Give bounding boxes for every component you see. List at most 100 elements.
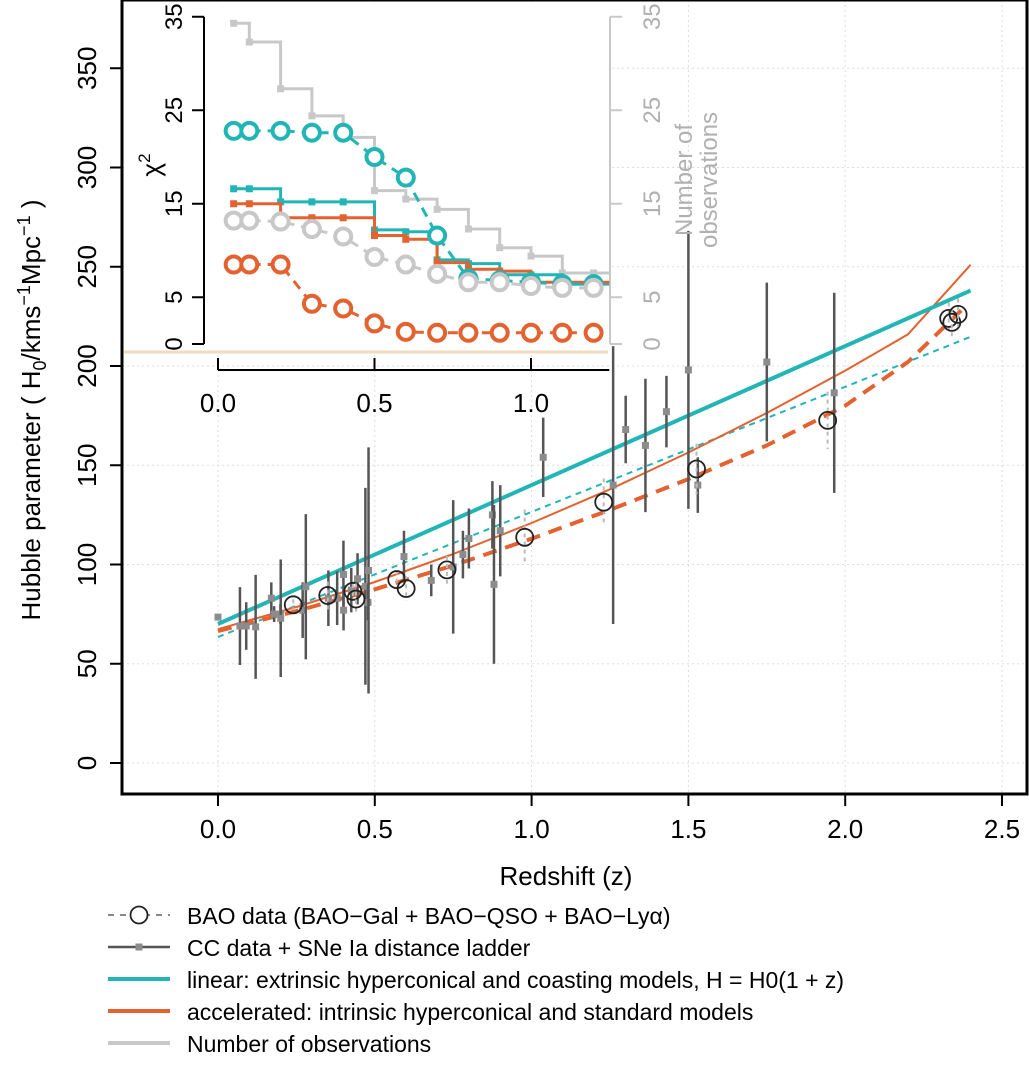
- cc-data-point: [449, 563, 457, 571]
- main-plot-frame: [120, 0, 1029, 796]
- inset-circle-marker: [223, 254, 244, 275]
- inset-step-marker: [558, 269, 566, 277]
- y-tick-label: 250: [72, 245, 102, 288]
- inset-circle-marker: [583, 277, 604, 298]
- inset-x-tick-label: 0.0: [200, 388, 236, 418]
- y-axis-title-sup2: −1: [14, 215, 34, 236]
- inset-right-tick-label: 0: [639, 337, 666, 350]
- inset-x-tick-label: 1.0: [513, 388, 549, 418]
- cc-data-point: [277, 614, 285, 622]
- cc-data-point: [694, 481, 702, 489]
- inset-step-marker: [245, 185, 253, 193]
- inset-circle-marker: [395, 167, 416, 188]
- inset-circle-marker: [583, 322, 604, 343]
- inset-right-axis-title: observations: [696, 112, 723, 248]
- cc-data-point: [684, 366, 692, 374]
- x-tick-label: 1.5: [670, 814, 706, 844]
- inset-y-tick-label: 0: [161, 337, 188, 350]
- inset-step-marker: [308, 198, 316, 206]
- linear-dashed-fit-line: [217, 335, 971, 638]
- y-axis-title-sub: 0: [30, 360, 50, 370]
- inset-y-tick-label: 5: [161, 291, 188, 304]
- cc-data-point: [763, 358, 771, 366]
- inset-step-marker: [245, 200, 253, 208]
- cc-data-point: [496, 527, 504, 535]
- legend-label: CC data + SNe Ia distance ladder: [187, 935, 531, 961]
- accelerated-dashed-fit-line: [217, 308, 963, 633]
- inset-x-tick-label: 0.5: [356, 388, 392, 418]
- inset-circle-marker: [427, 263, 448, 284]
- inset-circle-marker: [270, 120, 291, 141]
- linear-model-line: [217, 288, 972, 626]
- bao-data-point: [437, 560, 457, 580]
- inset-step-marker: [433, 259, 441, 267]
- cc-data-point: [302, 583, 310, 591]
- cc-data-point: [465, 534, 473, 542]
- inset-step-marker: [496, 244, 504, 252]
- cc-data-point: [242, 622, 250, 630]
- inset-step-marker: [339, 198, 347, 206]
- bao-data-point: [948, 304, 968, 324]
- cc-data-point: [236, 622, 244, 630]
- inset-step-marker: [230, 19, 238, 27]
- y-tick-label: 150: [72, 444, 102, 487]
- inset-circle-marker: [521, 322, 541, 343]
- legend-item-nobs: Number of observations: [108, 1031, 431, 1057]
- cc-data-point: [622, 426, 630, 434]
- inset-circle-marker: [333, 122, 354, 143]
- inset-right-tick-label: 25: [639, 97, 666, 124]
- inset-step-marker: [371, 187, 378, 195]
- cc-data-point: [340, 606, 348, 614]
- inset-left-axis-title: χ2: [135, 153, 166, 176]
- inset-step-marker: [527, 252, 535, 260]
- cc-data-point: [488, 511, 496, 519]
- x-tick-label: 2.0: [827, 814, 863, 844]
- inset-circle-marker: [395, 321, 416, 342]
- y-tick-label: 100: [72, 543, 102, 586]
- inset-circle-marker: [552, 277, 573, 298]
- inset-step-marker: [402, 195, 410, 203]
- x-tick-label: 2.5: [984, 814, 1020, 844]
- bao-data-point: [346, 589, 366, 609]
- inset-circle-marker: [489, 322, 510, 343]
- cc-data-point: [299, 606, 307, 614]
- y-tick-label: 300: [72, 146, 102, 189]
- cc-data-point: [539, 453, 547, 461]
- bao-data-point: [343, 581, 363, 601]
- inset-y-tick-label: 25: [161, 97, 188, 124]
- inset-circle-marker: [270, 211, 291, 232]
- bao-data-point: [515, 527, 535, 547]
- legend-bao-marker: [129, 905, 149, 925]
- cc-data-point: [490, 580, 498, 588]
- inset-circle-marker: [301, 122, 322, 143]
- inset-circle-marker: [270, 254, 291, 275]
- inset-circle-marker: [489, 272, 510, 293]
- cc-data-point: [365, 566, 373, 574]
- x-tick-label: 0.0: [200, 814, 236, 844]
- main-grid: [122, 0, 1027, 794]
- inset-step-marker: [339, 214, 347, 222]
- inset-step-marker: [590, 269, 598, 277]
- inset-right-axis-title: Number of: [671, 124, 698, 236]
- inset-step-marker: [308, 214, 316, 222]
- x-axis-title: Redshift (z): [500, 861, 633, 891]
- y-axis-title: Hubble parameter ( H0/kms−1Mpc−1 ): [14, 200, 50, 621]
- inset-step-marker: [464, 225, 472, 233]
- y-axis-title-mid: /kms: [16, 306, 46, 361]
- inset-circle-marker: [364, 247, 385, 268]
- legend-item-linear: linear: extrinsic hyperconical and coast…: [108, 967, 844, 993]
- inset-step-marker: [277, 85, 285, 93]
- inset-circle-marker: [333, 298, 354, 319]
- cc-data-point: [270, 610, 278, 618]
- inset-circle-marker: [458, 322, 479, 343]
- y-axis-title-prefix: Hubble parameter ( H: [16, 370, 46, 620]
- cc-data-point: [252, 623, 260, 631]
- inset-chart: 0 5 15 25 35 0 5 15 25 35 0.0 0.5 1.0 χ2 Number ofobse…: [124, 2, 723, 418]
- cc-data-point: [361, 582, 369, 590]
- cc-data-point: [333, 594, 341, 602]
- y-tick-label: 0: [72, 756, 102, 770]
- inset-y-tick-label: 15: [161, 190, 188, 217]
- cc-data-point: [609, 481, 617, 489]
- legend-item-cc: CC data + SNe Ia distance ladder: [108, 935, 531, 961]
